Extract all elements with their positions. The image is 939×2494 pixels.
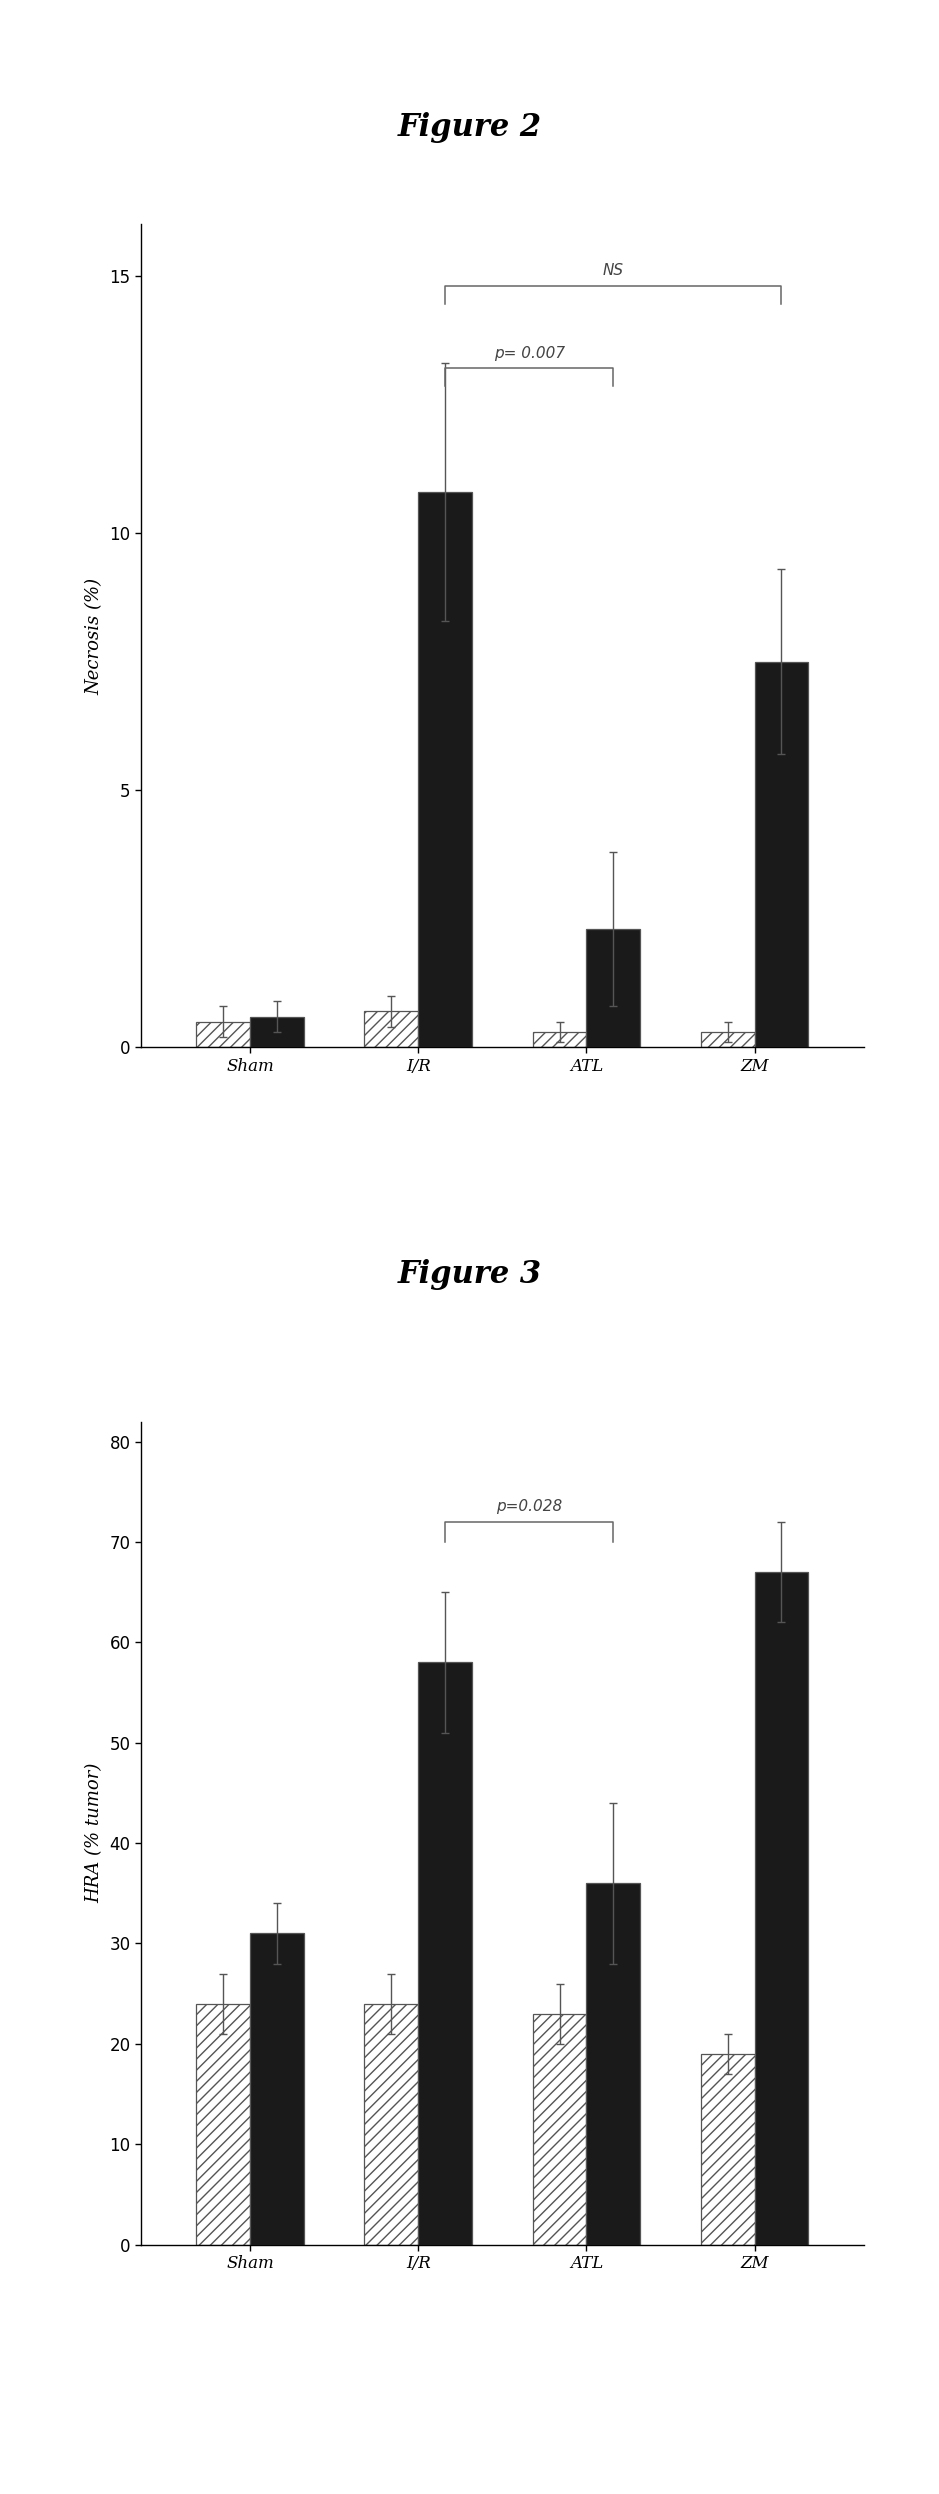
Bar — [587, 1883, 640, 2245]
Y-axis label: HRA (% tumor): HRA (% tumor) — [85, 1763, 103, 1903]
Bar — [700, 2055, 755, 2245]
Bar — [364, 1013, 418, 1047]
Bar — [700, 1033, 755, 1047]
Bar — [755, 661, 808, 1047]
Text: NS: NS — [603, 264, 623, 279]
Text: p=0.028: p=0.028 — [496, 1499, 562, 1514]
Bar — [196, 1023, 250, 1047]
Bar — [250, 1018, 304, 1047]
Bar — [755, 1571, 808, 2245]
Bar — [196, 2003, 250, 2245]
Text: p= 0.007: p= 0.007 — [494, 347, 565, 362]
Y-axis label: Necrosis (%): Necrosis (%) — [85, 579, 103, 693]
Bar — [418, 1663, 472, 2245]
Bar — [418, 491, 472, 1047]
Bar — [532, 1033, 587, 1047]
Bar — [587, 930, 640, 1047]
Bar — [532, 2013, 587, 2245]
Bar — [250, 1933, 304, 2245]
Text: Figure 3: Figure 3 — [397, 1259, 542, 1289]
Text: Figure 2: Figure 2 — [397, 112, 542, 142]
Bar — [364, 2003, 418, 2245]
